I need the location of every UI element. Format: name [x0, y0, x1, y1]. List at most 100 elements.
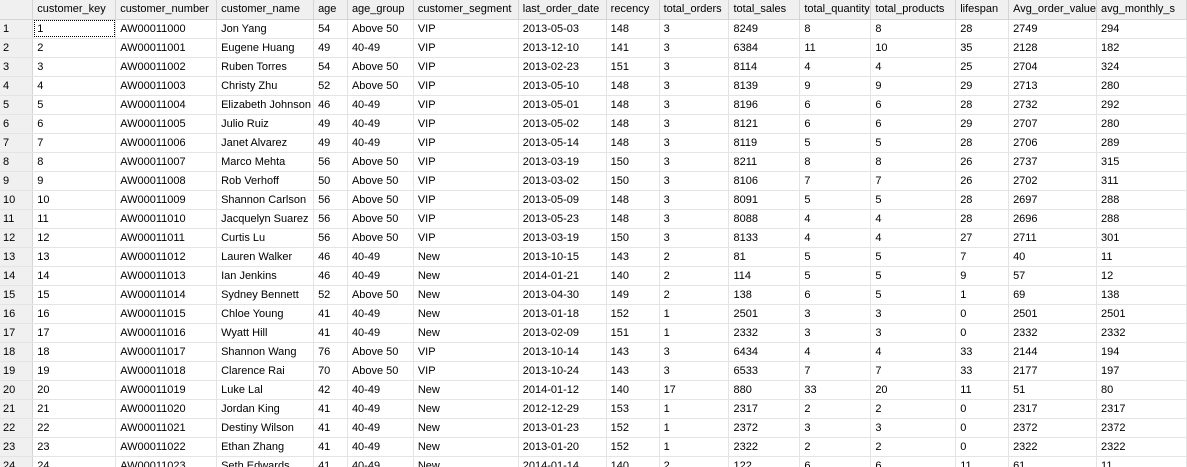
cell-avg-monthly-spend[interactable]: 12 — [1096, 266, 1187, 286]
cell-avg-monthly-spend[interactable]: 11 — [1096, 247, 1187, 267]
cell-customer-number[interactable]: AW00011003 — [115, 76, 218, 96]
cell-customer-segment[interactable]: New — [413, 304, 519, 324]
row-number[interactable]: 2 — [0, 38, 34, 58]
cell-total-products[interactable]: 3 — [870, 304, 957, 324]
cell-avg-order-value[interactable]: 2177 — [1008, 361, 1098, 381]
cell-lifespan[interactable]: 0 — [955, 323, 1010, 343]
column-header-last-order-date[interactable]: last_order_date — [518, 0, 607, 20]
cell-total-orders[interactable]: 3 — [659, 228, 730, 248]
row-number[interactable]: 8 — [0, 152, 34, 172]
cell-customer-key[interactable]: 9 — [32, 171, 117, 191]
cell-customer-number[interactable]: AW00011012 — [115, 247, 218, 267]
cell-total-orders[interactable]: 17 — [659, 380, 730, 400]
cell-total-orders[interactable]: 3 — [659, 171, 730, 191]
row-number[interactable]: 24 — [0, 456, 34, 467]
cell-total-orders[interactable]: 1 — [659, 304, 730, 324]
cell-recency[interactable]: 148 — [606, 209, 660, 229]
cell-customer-number[interactable]: AW00011021 — [115, 418, 218, 438]
cell-last-order-date[interactable]: 2013-05-01 — [518, 95, 607, 115]
cell-last-order-date[interactable]: 2013-04-30 — [518, 285, 607, 305]
cell-total-orders[interactable]: 3 — [659, 209, 730, 229]
cell-customer-name[interactable]: Luke Lal — [216, 380, 315, 400]
cell-total-products[interactable]: 7 — [870, 171, 957, 191]
cell-customer-number[interactable]: AW00011010 — [115, 209, 218, 229]
cell-total-orders[interactable]: 3 — [659, 57, 730, 77]
cell-lifespan[interactable]: 11 — [955, 456, 1010, 467]
cell-age[interactable]: 41 — [313, 304, 348, 324]
cell-avg-order-value[interactable]: 69 — [1008, 285, 1098, 305]
cell-customer-name[interactable]: Sydney Bennett — [216, 285, 315, 305]
cell-avg-monthly-spend[interactable]: 289 — [1096, 133, 1187, 153]
cell-customer-segment[interactable]: VIP — [413, 342, 519, 362]
cell-customer-key[interactable]: 8 — [32, 152, 117, 172]
cell-customer-number[interactable]: AW00011022 — [115, 437, 218, 457]
cell-avg-order-value[interactable]: 61 — [1008, 456, 1098, 467]
table-row[interactable]: 1 1 AW00011000 Jon Yang 54 Above 50 VIP 2013-05… — [0, 19, 1187, 39]
cell-recency[interactable]: 149 — [606, 285, 660, 305]
cell-avg-order-value[interactable]: 2732 — [1008, 95, 1098, 115]
cell-customer-segment[interactable]: New — [413, 456, 519, 467]
row-number[interactable]: 11 — [0, 209, 34, 229]
cell-recency[interactable]: 152 — [606, 418, 660, 438]
cell-customer-key[interactable]: 4 — [32, 76, 117, 96]
cell-age[interactable]: 70 — [313, 361, 348, 381]
cell-total-orders[interactable]: 3 — [659, 152, 730, 172]
cell-avg-monthly-spend[interactable]: 292 — [1096, 95, 1187, 115]
column-header-customer-number[interactable]: customer_number — [115, 0, 218, 20]
cell-total-sales[interactable]: 6434 — [728, 342, 801, 362]
cell-total-quantity[interactable]: 33 — [799, 380, 872, 400]
cell-age-group[interactable]: 40-49 — [347, 456, 414, 467]
cell-customer-name[interactable]: Jordan King — [216, 399, 315, 419]
cell-avg-order-value[interactable]: 2322 — [1008, 437, 1098, 457]
cell-total-products[interactable]: 5 — [870, 266, 957, 286]
table-row[interactable]: 11 11 AW00011010 Jacquelyn Suarez 56 Above 50… — [0, 209, 1187, 229]
cell-total-sales[interactable]: 8211 — [728, 152, 801, 172]
cell-customer-segment[interactable]: New — [413, 418, 519, 438]
row-number[interactable]: 7 — [0, 133, 34, 153]
cell-total-sales[interactable]: 114 — [728, 266, 801, 286]
cell-total-quantity[interactable]: 2 — [799, 399, 872, 419]
cell-avg-order-value[interactable]: 2704 — [1008, 57, 1098, 77]
cell-recency[interactable]: 148 — [606, 76, 660, 96]
cell-customer-segment[interactable]: New — [413, 266, 519, 286]
row-number[interactable]: 9 — [0, 171, 34, 191]
row-number[interactable]: 18 — [0, 342, 34, 362]
table-row[interactable]: 24 24 AW00011023 Seth Edwards 41 40-49 New 2014… — [0, 456, 1187, 467]
table-row[interactable]: 21 21 AW00011020 Jordan King 41 40-49 New 2012-… — [0, 399, 1187, 419]
cell-age-group[interactable]: Above 50 — [347, 209, 414, 229]
cell-lifespan[interactable]: 28 — [955, 190, 1010, 210]
cell-age[interactable]: 46 — [313, 247, 348, 267]
cell-lifespan[interactable]: 0 — [955, 399, 1010, 419]
cell-customer-number[interactable]: AW00011014 — [115, 285, 218, 305]
cell-customer-name[interactable]: Elizabeth Johnson — [216, 95, 315, 115]
table-row[interactable]: 20 20 AW00011019 Luke Lal 42 40-49 New 2014-01-… — [0, 380, 1187, 400]
cell-recency[interactable]: 148 — [606, 114, 660, 134]
cell-avg-monthly-spend[interactable]: 2322 — [1096, 437, 1187, 457]
cell-total-products[interactable]: 2 — [870, 437, 957, 457]
cell-total-quantity[interactable]: 4 — [799, 228, 872, 248]
cell-avg-order-value[interactable]: 2332 — [1008, 323, 1098, 343]
cell-age-group[interactable]: 40-49 — [347, 133, 414, 153]
row-number-header-corner[interactable] — [0, 0, 34, 20]
cell-avg-order-value[interactable]: 2697 — [1008, 190, 1098, 210]
cell-age-group[interactable]: Above 50 — [347, 57, 414, 77]
cell-customer-name[interactable]: Chloe Young — [216, 304, 315, 324]
cell-customer-name[interactable]: Curtis Lu — [216, 228, 315, 248]
cell-avg-monthly-spend[interactable]: 2317 — [1096, 399, 1187, 419]
cell-customer-key[interactable]: 10 — [32, 190, 117, 210]
cell-total-orders[interactable]: 3 — [659, 342, 730, 362]
cell-total-sales[interactable]: 6533 — [728, 361, 801, 381]
cell-customer-segment[interactable]: New — [413, 285, 519, 305]
cell-customer-key[interactable]: 3 — [32, 57, 117, 77]
cell-total-sales[interactable]: 8121 — [728, 114, 801, 134]
cell-avg-monthly-spend[interactable]: 197 — [1096, 361, 1187, 381]
table-row[interactable]: 22 22 AW00011021 Destiny Wilson 41 40-49 New 20… — [0, 418, 1187, 438]
cell-age-group[interactable]: 40-49 — [347, 304, 414, 324]
row-number[interactable]: 15 — [0, 285, 34, 305]
cell-total-quantity[interactable]: 7 — [799, 361, 872, 381]
cell-total-products[interactable]: 5 — [870, 190, 957, 210]
cell-age-group[interactable]: Above 50 — [347, 19, 414, 39]
cell-age[interactable]: 46 — [313, 95, 348, 115]
cell-lifespan[interactable]: 28 — [955, 19, 1010, 39]
